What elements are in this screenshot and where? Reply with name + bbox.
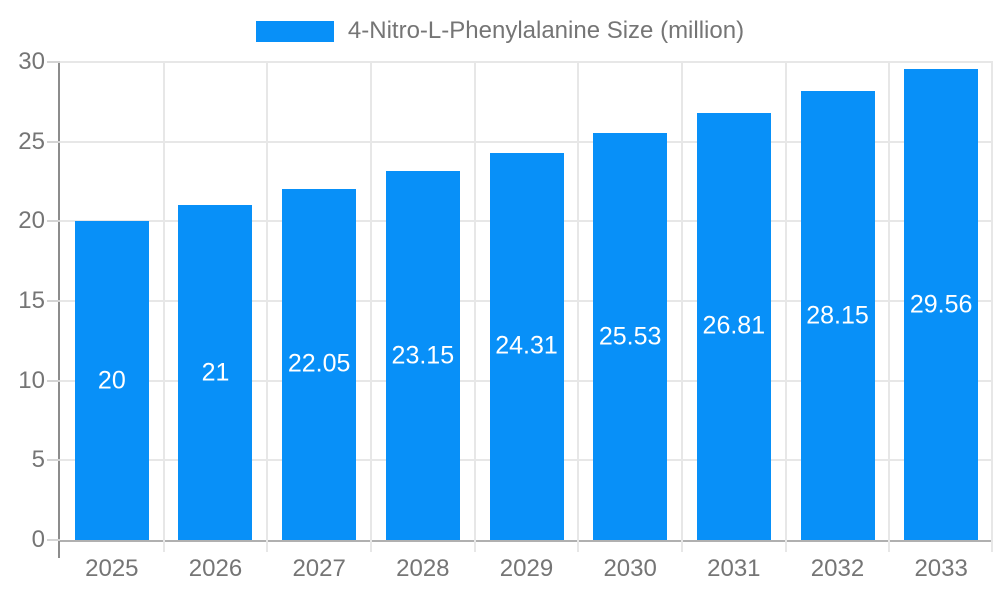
v-gridline [577,62,580,552]
v-gridline [888,62,891,552]
plot-area: 0 5 10 15 20 25 30 20 2025 21 2026 22.05 2027 23.15 20… [18,50,993,581]
bar-2033[interactable]: 29.56 [904,69,979,540]
y-axis-label: 10 [18,366,45,394]
bar-value-label: 29.56 [909,290,973,318]
bar-value-label: 26.81 [702,311,766,340]
bar-value-label: 28.15 [806,301,869,330]
bar-2029[interactable]: 24.31 [489,152,564,540]
bar-value-label: 21 [201,358,230,387]
legend-label: 4-Nitro-L-Phenylalanine Size (million) [347,17,745,44]
y-axis-label: 15 [18,287,45,314]
y-axis-tick [47,379,60,382]
x-axis-label: 2027 [292,555,346,582]
y-axis-line [58,62,60,558]
bar-2027[interactable]: 22.05 [282,188,357,540]
bar-2030[interactable]: 25.53 [593,133,668,540]
v-gridline [680,62,683,552]
bar-value-label: 22.05 [287,349,351,378]
v-gridline [991,62,993,552]
v-gridline [473,62,476,552]
y-axis-label: 5 [31,446,45,474]
bar-2032[interactable]: 28.15 [800,91,875,540]
y-axis-tick [47,140,60,143]
v-gridline [266,62,269,552]
x-axis-label: 2026 [188,555,243,582]
v-gridline [784,62,787,552]
bar-value-label: 20 [97,366,126,395]
bar-2025[interactable]: 20 [74,221,149,540]
bar-value-label: 25.53 [598,322,662,351]
y-axis-label: 25 [18,127,45,155]
x-axis-label: 2025 [85,555,139,582]
v-gridline [162,62,165,552]
y-axis-tick [47,220,60,223]
bar-value-label: 24.31 [495,331,558,360]
x-axis-label: 2030 [603,555,657,582]
y-axis-tick [47,61,60,63]
y-axis-label: 20 [18,207,45,235]
h-gridline [60,61,993,63]
bar-2026[interactable]: 21 [178,205,253,540]
x-axis-label: 2033 [914,555,968,582]
x-axis-label: 2029 [499,555,554,582]
bar-2031[interactable]: 26.81 [696,112,771,540]
bar-2028[interactable]: 23.15 [385,171,460,540]
h-gridline [60,140,993,143]
x-axis-label: 2028 [396,555,450,582]
v-gridline [369,62,372,552]
y-axis-tick [47,300,60,302]
x-axis-label: 2031 [707,555,761,582]
y-axis-tick [47,539,60,541]
bar-value-label: 23.15 [391,341,455,370]
y-axis-tick [47,459,60,462]
y-axis-label: 30 [18,48,45,75]
legend[interactable]: 4-Nitro-L-Phenylalanine Size (million) [0,17,1000,44]
x-axis-label: 2032 [810,555,865,582]
legend-swatch [255,20,334,42]
y-axis-label: 0 [31,526,45,553]
